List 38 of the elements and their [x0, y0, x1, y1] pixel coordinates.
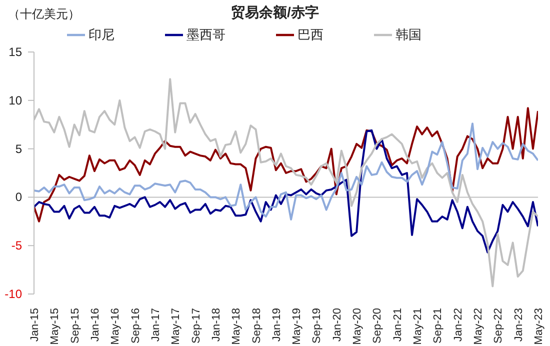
x-tick-label: Jan-21: [392, 308, 404, 342]
y-tick-label: -5: [11, 238, 22, 253]
y-tick-label: 0: [15, 190, 22, 204]
x-tick-label: Sep-17: [190, 308, 202, 344]
x-tick-label: Jan-15: [29, 308, 41, 342]
x-tick-label: May-18: [230, 308, 243, 345]
x-tick-label: Sep-20: [372, 308, 384, 344]
x-tick-label: Sep-18: [250, 308, 263, 344]
x-tick-label: May-17: [170, 308, 182, 345]
x-tick-label: Jan-23: [512, 308, 525, 342]
x-tick-label: May-20: [352, 308, 364, 345]
y-tick-label: 10: [8, 93, 22, 108]
x-tick-label: Jan-19: [270, 308, 283, 342]
x-tick-label: Sep-21: [432, 308, 444, 344]
x-tick-label: Jan-22: [452, 308, 464, 342]
x-tick-label: May-15: [49, 308, 62, 345]
x-tick-label: May-22: [472, 308, 485, 345]
legend-label: 巴西: [298, 27, 324, 42]
x-tick-label: May-21: [412, 308, 424, 345]
y-tick-label: 15: [8, 45, 22, 59]
x-tick-label: Sep-16: [130, 308, 142, 344]
chart-title: 贸易余额/赤字: [231, 4, 319, 20]
legend-label: 韩国: [396, 27, 422, 42]
y-axis-title: （十亿美元）: [8, 6, 80, 23]
legend-label: 墨西哥: [186, 27, 226, 42]
x-tick-label: Sep-15: [69, 308, 82, 344]
x-tick-label: May-23: [533, 308, 545, 345]
x-tick-label: Jan-17: [150, 308, 162, 342]
x-tick-label: Jan-16: [89, 308, 102, 342]
legend-label: 印尼: [88, 27, 114, 42]
x-tick-label: Jan-18: [210, 308, 222, 342]
x-tick-label: May-16: [110, 308, 122, 345]
x-tick-label: Sep-19: [311, 308, 324, 344]
x-tick-label: Jan-20: [331, 308, 344, 342]
y-tick-label: -10: [4, 287, 22, 301]
y-tick-label: 5: [15, 142, 22, 156]
x-tick-label: Sep-22: [492, 308, 505, 344]
x-tick-label: May-19: [291, 308, 304, 345]
